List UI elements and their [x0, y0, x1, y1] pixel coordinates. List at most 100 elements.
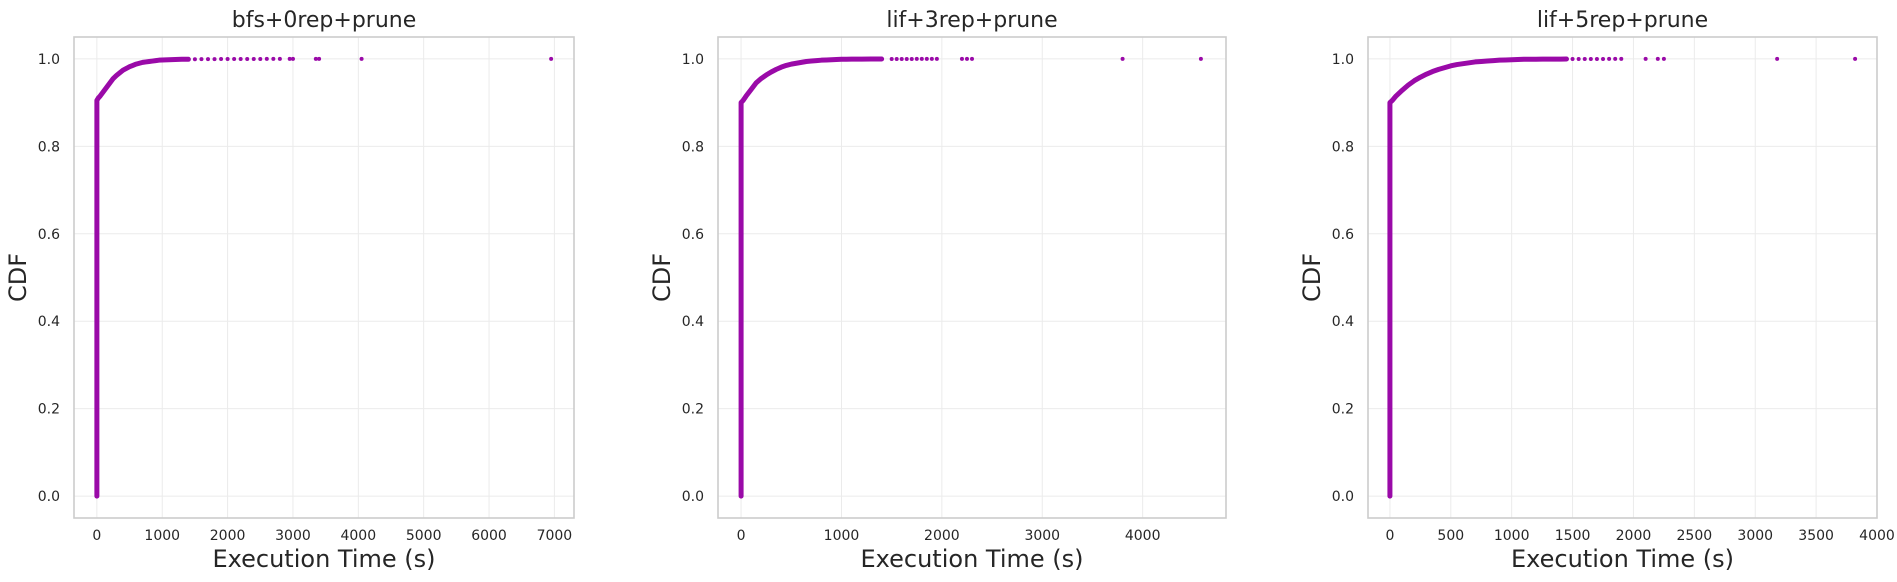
- data-point: [1387, 494, 1392, 499]
- data-point: [290, 56, 295, 61]
- data-point: [739, 450, 744, 455]
- data-point: [153, 58, 158, 63]
- data-point: [889, 56, 894, 61]
- data-point: [824, 57, 829, 62]
- data-point: [854, 57, 859, 62]
- x-tick-label: 0: [92, 528, 101, 544]
- data-point: [212, 57, 217, 62]
- data-point: [739, 428, 744, 433]
- data-point: [1424, 72, 1429, 77]
- data-point: [959, 56, 964, 61]
- data-point: [779, 65, 784, 70]
- data-point: [739, 319, 744, 324]
- data-point: [784, 63, 789, 68]
- data-point: [107, 80, 112, 85]
- data-point: [1390, 98, 1395, 103]
- data-point: [869, 57, 874, 62]
- data-point: [1387, 319, 1392, 324]
- data-point: [1661, 56, 1666, 61]
- x-tick-label: 1000: [824, 528, 860, 544]
- y-tick-label: 1.0: [38, 52, 60, 68]
- y-tick-label: 0.6: [38, 227, 60, 243]
- data-point: [313, 56, 318, 61]
- data-point: [1120, 56, 1125, 61]
- x-tick-label: 0: [1385, 528, 1394, 544]
- data-point: [143, 59, 148, 64]
- data-point: [849, 57, 854, 62]
- data-point: [104, 85, 109, 90]
- data-point: [1558, 57, 1563, 62]
- data-point: [769, 69, 774, 74]
- data-point: [1503, 57, 1508, 62]
- x-tick-label: 3000: [1737, 528, 1773, 544]
- data-point: [1570, 57, 1575, 62]
- data-point: [94, 384, 99, 389]
- y-axis-label: CDF: [1298, 253, 1326, 302]
- data-point: [739, 144, 744, 149]
- data-point: [1387, 275, 1392, 280]
- data-point: [919, 56, 924, 61]
- data-point: [98, 94, 103, 99]
- data-point: [94, 122, 99, 127]
- data-point: [101, 89, 106, 94]
- data-point: [1448, 63, 1453, 68]
- cdf-curve: [94, 56, 191, 499]
- data-point: [894, 56, 899, 61]
- data-point: [271, 56, 276, 61]
- data-point: [94, 450, 99, 455]
- data-point: [1613, 56, 1618, 61]
- y-tick-label: 0.8: [682, 139, 704, 155]
- data-point: [549, 56, 554, 61]
- data-point: [1387, 297, 1392, 302]
- data-point: [1576, 56, 1581, 61]
- y-tick-label: 0.0: [682, 489, 704, 505]
- y-tick-label: 0.2: [38, 402, 60, 418]
- data-point: [94, 253, 99, 258]
- x-tick-label: 3500: [1798, 528, 1834, 544]
- data-point: [764, 73, 769, 78]
- cdf-curve: [738, 56, 885, 499]
- x-tick-label: 2000: [924, 528, 960, 544]
- y-tick-label: 0.0: [38, 489, 60, 505]
- data-point: [1655, 56, 1660, 61]
- x-tick-label: 7000: [537, 528, 573, 544]
- data-point: [1534, 57, 1539, 62]
- data-point: [794, 61, 799, 66]
- data-point: [754, 80, 759, 85]
- data-point: [94, 275, 99, 280]
- data-point: [258, 56, 263, 61]
- data-point: [739, 494, 744, 499]
- data-point: [94, 166, 99, 171]
- data-point: [94, 494, 99, 499]
- data-point: [94, 319, 99, 324]
- data-point: [1582, 56, 1587, 61]
- data-point: [1515, 57, 1520, 62]
- data-point: [1564, 57, 1569, 62]
- data-point: [238, 56, 243, 61]
- data-point: [814, 58, 819, 63]
- data-point: [147, 59, 152, 64]
- data-point: [1387, 428, 1392, 433]
- data-point: [1775, 56, 1780, 61]
- data-point: [1387, 144, 1392, 149]
- plot-frame: [717, 36, 1227, 519]
- data-point: [121, 68, 126, 73]
- data-point: [1479, 59, 1484, 64]
- data-point: [1619, 56, 1624, 61]
- panel-title: lif+3rep+prune: [886, 8, 1057, 33]
- data-point: [117, 70, 122, 75]
- data-point: [924, 56, 929, 61]
- data-point: [205, 57, 210, 62]
- chart-panel-3: 0 500 1000 1500 2000 2500 3000 3500 4000 0.0 0.2 0.…: [1298, 8, 1895, 573]
- data-point: [1387, 406, 1392, 411]
- data-point: [964, 56, 969, 61]
- data-point: [219, 57, 224, 62]
- y-tick-label: 0.4: [1332, 314, 1354, 330]
- x-tick-label: 4000: [1859, 528, 1895, 544]
- data-point: [739, 384, 744, 389]
- y-tick-label: 0.4: [682, 314, 704, 330]
- x-tick-label: 1500: [1555, 528, 1591, 544]
- x-tick-label: 4000: [1125, 528, 1161, 544]
- data-point: [1442, 65, 1447, 70]
